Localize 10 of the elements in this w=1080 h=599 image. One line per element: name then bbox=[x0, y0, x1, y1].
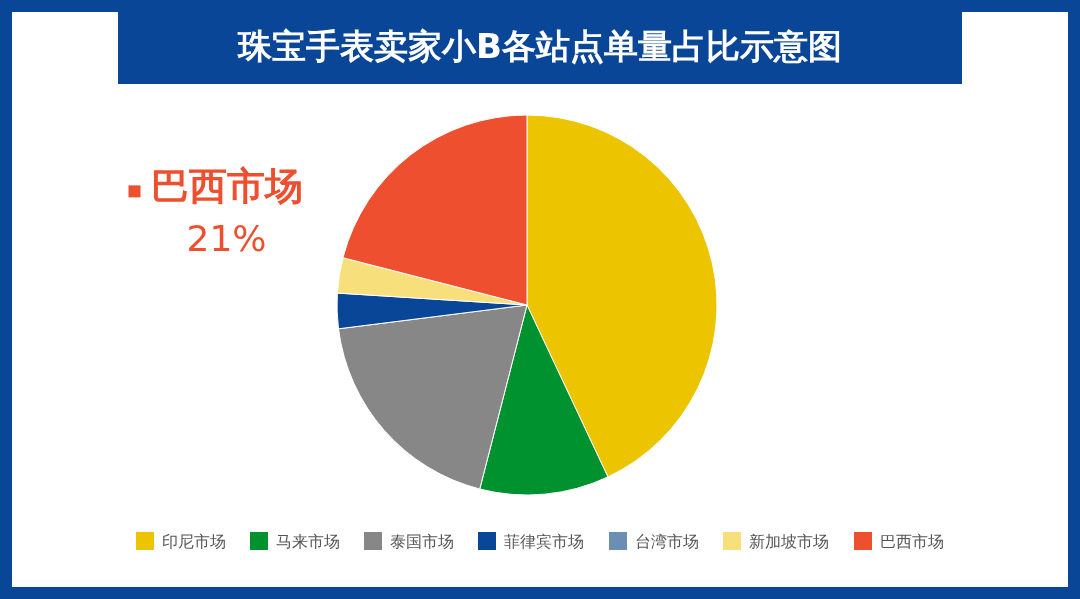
legend-label: 巴西市场 bbox=[150, 164, 303, 209]
legend-label: 菲律宾市场 bbox=[504, 532, 584, 551]
data-label: 21% bbox=[186, 218, 267, 260]
legend-label: 马来市场 bbox=[276, 532, 340, 551]
legend-label: 印尼市场 bbox=[162, 532, 226, 551]
legend-label: 新加坡市场 bbox=[749, 532, 829, 551]
legend-label: 台湾市场 bbox=[635, 532, 699, 551]
category-label: 巴西市场 bbox=[880, 532, 944, 551]
legend-label: 泰国市场 bbox=[390, 532, 454, 551]
chart-title: 珠宝手表卖家小B各站点单量占比示意图 bbox=[237, 26, 842, 66]
